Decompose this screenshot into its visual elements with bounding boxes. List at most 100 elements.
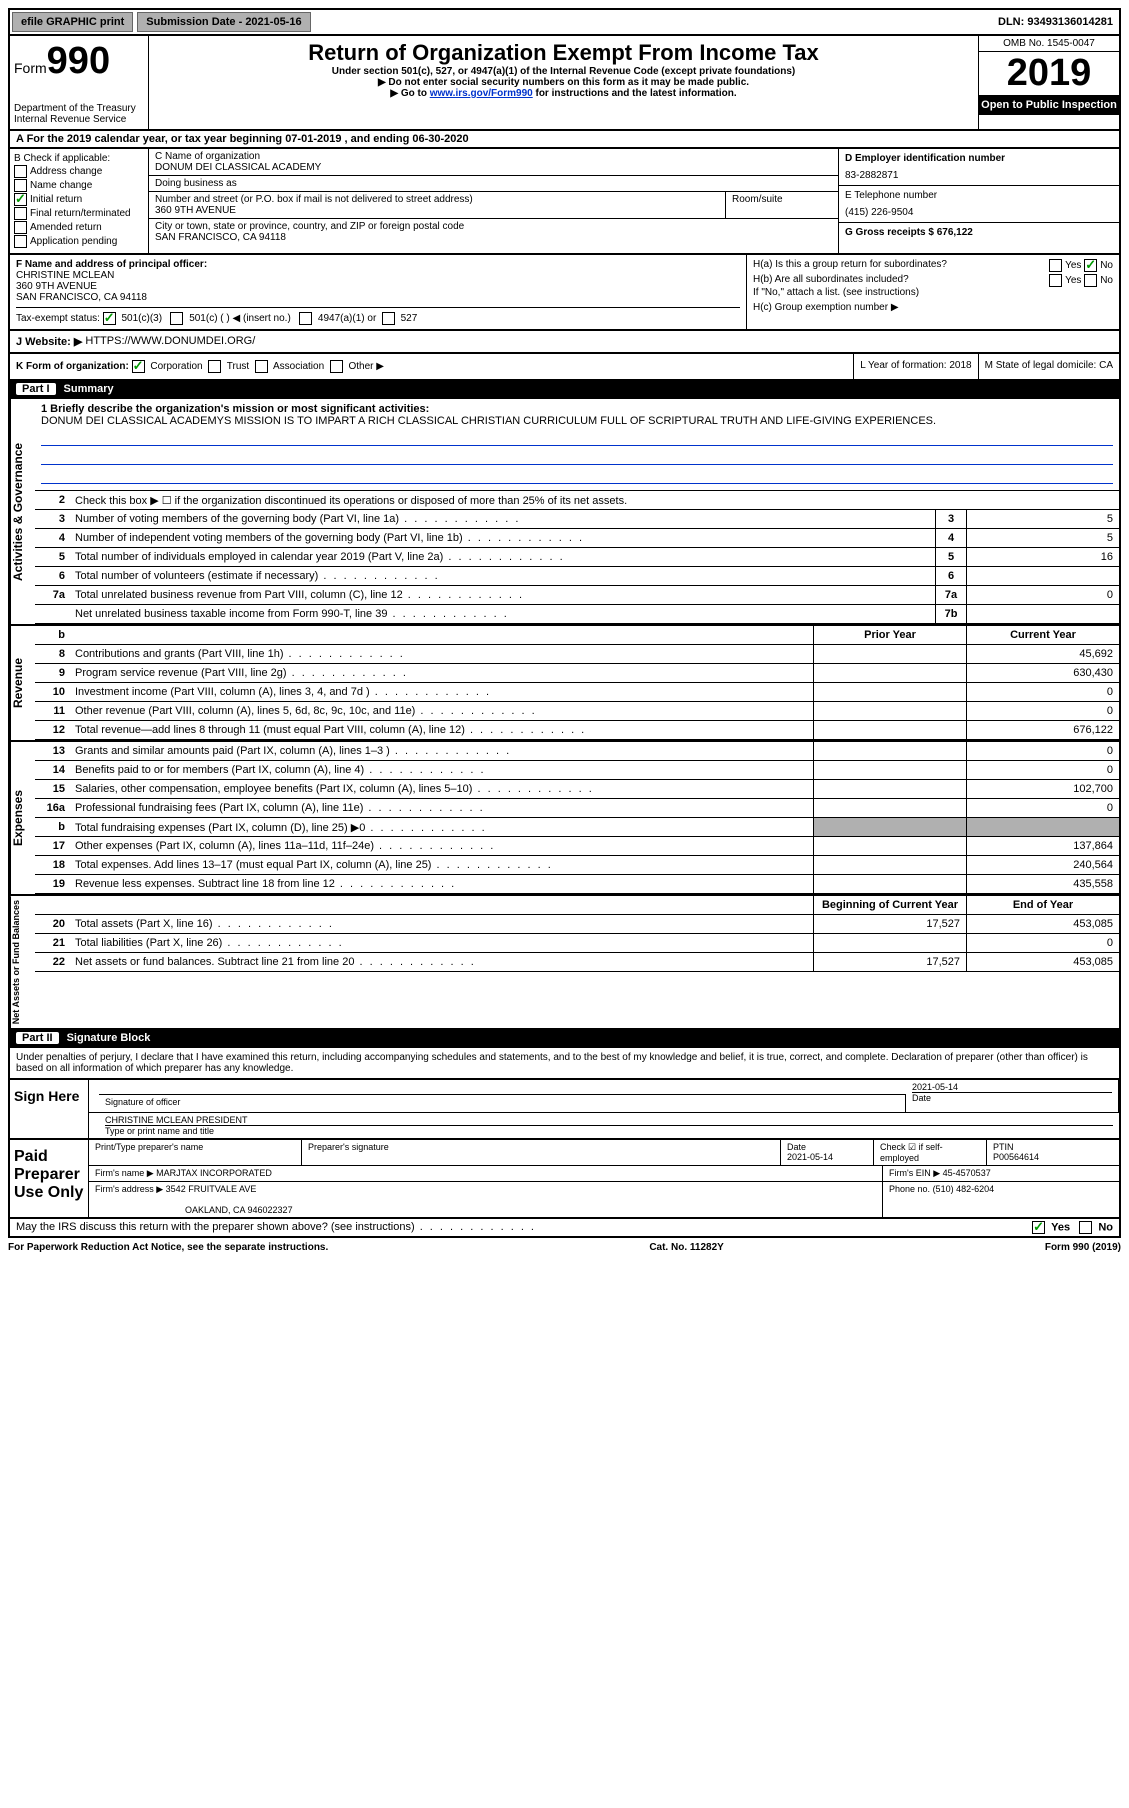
part2-num: Part II (16, 1032, 59, 1044)
col-d: D Employer identification number 83-2882… (838, 149, 1119, 253)
self-emp-label: Check ☑ if self-employed (874, 1140, 987, 1165)
submission-date: Submission Date - 2021-05-16 (137, 12, 310, 32)
dba-label: Doing business as (155, 178, 832, 189)
k-assoc: Association (273, 361, 324, 372)
footer-mid: Cat. No. 11282Y (649, 1242, 723, 1253)
prep-date: 2021-05-14 (787, 1152, 833, 1162)
declaration-text: Under penalties of perjury, I declare th… (8, 1048, 1121, 1080)
row-j: J Website: ▶ HTTPS://WWW.DONUMDEI.ORG/ (8, 331, 1121, 354)
ein: 83-2882871 (845, 170, 1113, 181)
sub3-pre: ▶ Go to (390, 88, 429, 99)
end-year-header: End of Year (966, 896, 1119, 914)
gross-receipts: G Gross receipts $ 676,122 (845, 227, 973, 238)
opt-initial: Initial return (30, 194, 82, 205)
phone-label: Phone no. (889, 1184, 930, 1194)
line-10: 10 Investment income (Part VIII, column … (35, 683, 1119, 702)
sign-date: 2021-05-14 (912, 1082, 1112, 1092)
opt-final: Final return/terminated (30, 208, 131, 219)
k-trust: Trust (227, 361, 249, 372)
side-net: Net Assets or Fund Balances (10, 896, 35, 1028)
form-number: 990 (47, 40, 110, 82)
governance-table: Activities & Governance 1 Briefly descri… (8, 399, 1121, 626)
part2-title: Signature Block (67, 1032, 151, 1044)
s527: 527 (401, 313, 418, 324)
col-b: B Check if applicable: Address change Na… (10, 149, 149, 253)
k-other: Other ▶ (348, 361, 383, 372)
city: SAN FRANCISCO, CA 94118 (155, 232, 832, 243)
hc-label: H(c) Group exemption number ▶ (753, 302, 1113, 313)
form-label: Form (14, 60, 47, 76)
row-klm: K Form of organization: Corporation Trus… (8, 354, 1121, 381)
hb-label: H(b) Are all subordinates included? (753, 274, 909, 285)
omb-number: OMB No. 1545-0047 (979, 36, 1119, 52)
q2-text: Check this box ▶ ☐ if the organization d… (71, 492, 1119, 509)
opt-pending: Application pending (30, 236, 117, 247)
header-mid: Return of Organization Exempt From Incom… (149, 36, 978, 129)
c-name-label: C Name of organization (155, 151, 832, 162)
hb-note: If "No," attach a list. (see instruction… (753, 287, 1113, 298)
ptin-label: PTIN (993, 1142, 1014, 1152)
prep-sig-label: Preparer's signature (302, 1140, 781, 1165)
sign-here-table: Sign Here Signature of officer 2021-05-1… (8, 1080, 1121, 1140)
period-text: A For the 2019 calendar year, or tax yea… (16, 133, 469, 145)
b-label: B Check if applicable: (14, 153, 144, 164)
footer-left: For Paperwork Reduction Act Notice, see … (8, 1242, 328, 1253)
paid-prep-label: Paid Preparer Use Only (10, 1140, 89, 1217)
ha-no: No (1100, 260, 1113, 271)
f-label: F Name and address of principal officer: (16, 259, 207, 270)
line-21: 21 Total liabilities (Part X, line 26) 0 (35, 934, 1119, 953)
dln: DLN: 93493136014281 (998, 16, 1119, 28)
tax-status-label: Tax-exempt status: (16, 313, 100, 324)
opt-amended: Amended return (30, 222, 102, 233)
header-row: Form990 Department of the Treasury Inter… (8, 36, 1121, 131)
subtitle-1: Under section 501(c), 527, or 4947(a)(1)… (153, 66, 974, 77)
firm-addr1: 3542 FRUITVALE AVE (166, 1184, 257, 1194)
ha-yes: Yes (1065, 260, 1081, 271)
line-17: 17 Other expenses (Part IX, column (A), … (35, 837, 1119, 856)
j-label: J Website: ▶ (16, 335, 82, 348)
f-box: F Name and address of principal officer:… (10, 255, 746, 329)
firm-ein-label: Firm's EIN ▶ (889, 1168, 940, 1178)
current-year-header: Current Year (966, 626, 1119, 644)
row-fh: F Name and address of principal officer:… (8, 255, 1121, 331)
room-label: Room/suite (726, 192, 838, 218)
subtitle-2: ▶ Do not enter social security numbers o… (153, 77, 974, 88)
k-corp: Corporation (150, 361, 202, 372)
header-right: OMB No. 1545-0047 2019 Open to Public In… (978, 36, 1119, 129)
tel-label: E Telephone number (845, 190, 1113, 201)
officer-name: CHRISTINE MCLEAN (16, 270, 114, 281)
line-12: 12 Total revenue—add lines 8 through 11 … (35, 721, 1119, 740)
firm-addr2: OAKLAND, CA 946022327 (185, 1205, 293, 1215)
h-box: H(a) Is this a group return for subordin… (746, 255, 1119, 329)
firm-name: MARJTAX INCORPORATED (156, 1168, 272, 1178)
line-4: 4 Number of independent voting members o… (35, 529, 1119, 548)
prep-date-label: Date (787, 1142, 806, 1152)
part1-title: Summary (64, 383, 114, 395)
print-name-label: Type or print name and title (105, 1126, 1113, 1136)
net-assets-table: Net Assets or Fund Balances Beginning of… (8, 896, 1121, 1030)
side-exp: Expenses (10, 742, 35, 894)
website-url: HTTPS://WWW.DONUMDEI.ORG/ (85, 335, 255, 348)
q1-label: 1 Briefly describe the organization's mi… (41, 403, 429, 415)
line-16a: 16a Professional fundraising fees (Part … (35, 799, 1119, 818)
open-public: Open to Public Inspection (979, 95, 1119, 115)
efile-btn[interactable]: efile GRAPHIC print (12, 12, 133, 32)
revenue-table: Revenue b Prior Year Current Year 8 Cont… (8, 626, 1121, 742)
discuss-yes: Yes (1051, 1222, 1070, 1234)
instructions-link[interactable]: www.irs.gov/Form990 (430, 88, 533, 99)
hb-no: No (1100, 275, 1113, 286)
ein-label: D Employer identification number (845, 153, 1005, 164)
officer-addr1: 360 9TH AVENUE (16, 281, 97, 292)
m-state: M State of legal domicile: CA (978, 354, 1119, 379)
firm-ein: 45-4570537 (943, 1168, 991, 1178)
irs-label: Internal Revenue Service (14, 114, 144, 125)
city-label: City or town, state or province, country… (155, 221, 832, 232)
line-15: 15 Salaries, other compensation, employe… (35, 780, 1119, 799)
line-13: 13 Grants and similar amounts paid (Part… (35, 742, 1119, 761)
mission-text: DONUM DEI CLASSICAL ACADEMYS MISSION IS … (41, 415, 1113, 427)
phone: (510) 482-6204 (933, 1184, 995, 1194)
header-left: Form990 Department of the Treasury Inter… (10, 36, 149, 129)
prep-name-label: Print/Type preparer's name (89, 1140, 302, 1165)
s501c3: 501(c)(3) (121, 313, 162, 324)
part2-header: Part II Signature Block (8, 1030, 1121, 1048)
